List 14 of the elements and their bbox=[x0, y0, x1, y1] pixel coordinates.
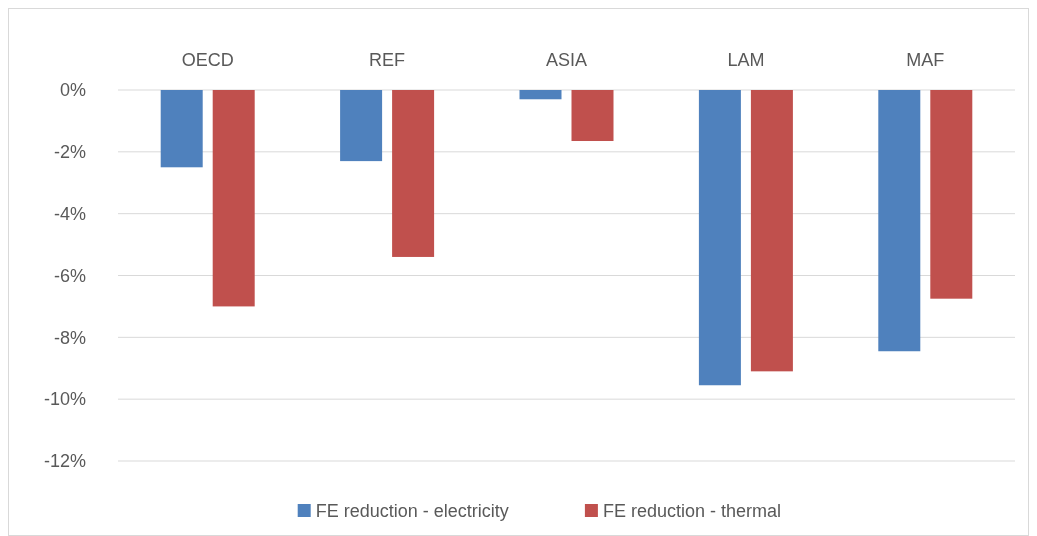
y-tick-label: -4% bbox=[53, 203, 86, 224]
x-tick-label: MAF bbox=[906, 50, 945, 71]
y-tick-label: -6% bbox=[53, 265, 86, 286]
x-tick-label: LAM bbox=[727, 50, 765, 71]
legend-label: FE reduction - electricity bbox=[315, 501, 509, 522]
y-tick-label: -12% bbox=[43, 451, 86, 472]
y-tick-label: -8% bbox=[53, 327, 86, 348]
y-tick-label: -10% bbox=[43, 389, 86, 410]
x-tick-label: OECD bbox=[181, 50, 234, 71]
x-tick-label: REF bbox=[369, 50, 406, 71]
x-tick-label: ASIA bbox=[545, 50, 588, 71]
y-tick-label: -2% bbox=[53, 142, 86, 163]
y-tick-label: 0% bbox=[59, 80, 86, 101]
legend-label: FE reduction - thermal bbox=[602, 501, 781, 522]
